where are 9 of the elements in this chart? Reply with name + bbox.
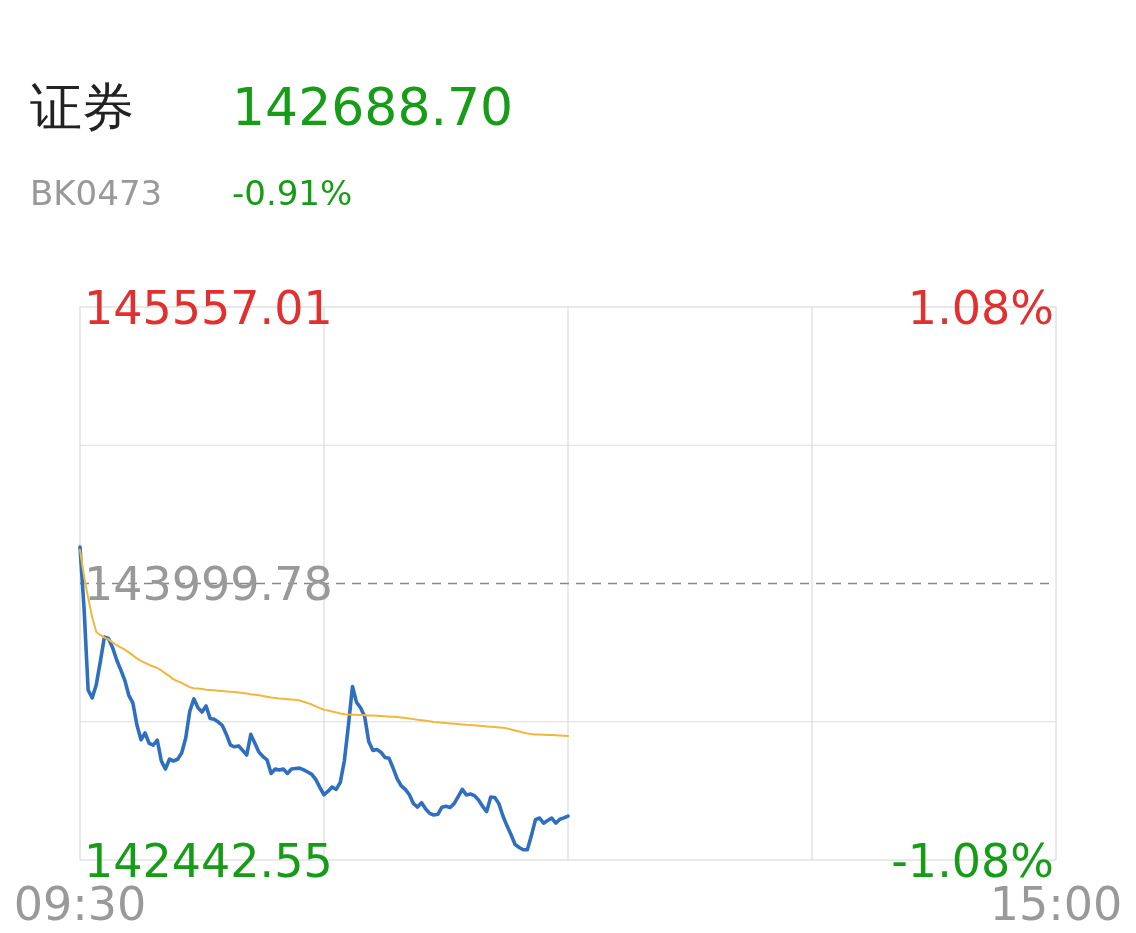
x-tick-label: 15:00 [989,877,1123,931]
text: 142688.70 [232,77,514,137]
line-series [79,549,569,737]
y2-tick-label: 1.08% [907,280,1054,335]
text: -0.91% [232,173,353,213]
y-tick-label: 145557.01 [84,280,333,335]
chart-subtitle: BK0473 [30,173,163,213]
y-tick-label: 143999.78 [84,557,333,612]
chart-title: 证券 [30,77,134,137]
